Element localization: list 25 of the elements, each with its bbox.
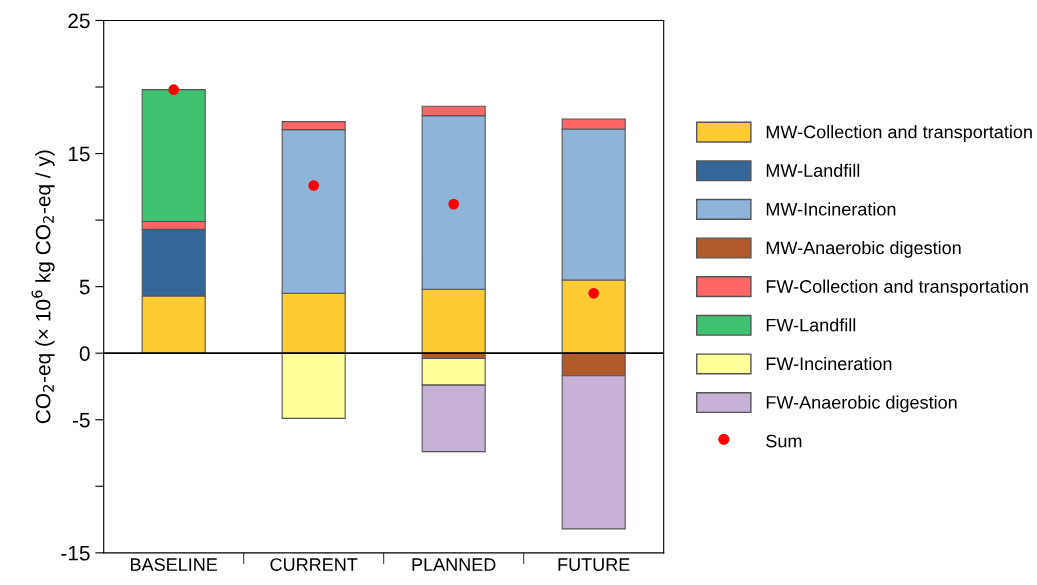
y-tick-label: 15 [68,146,90,162]
point [168,84,180,96]
bar [281,352,346,419]
y-tick-label: -5 [72,412,90,428]
y-tick-label: -15 [61,546,90,561]
legend-label: FW-Collection and transportation [766,279,1028,297]
point [588,287,600,299]
y-axis-title: CO$_{2}$-eq (× 10$^{6}$ kg CO$_{2}$-eq / y) [31,150,55,424]
legend-label: MW-Incineration [766,202,896,216]
y-tick-label: 5 [79,279,90,295]
x-tick-label: BASELINE [131,558,218,571]
point [448,198,460,210]
legend-label: MW-Landfill [766,163,860,177]
y-tick-label: 0 [79,346,90,361]
legend-label: MW-Collection and transportation [766,125,1032,142]
x-tick-label: FUTURE [558,558,630,571]
legend-label: FW-Landfill [766,318,856,332]
y-tick-label: 25 [68,13,90,29]
point [308,180,320,191]
legend-label: MW-Anaerobic digestion [766,240,961,258]
x-tick-label: PLANNED [412,558,496,571]
legend-label: Sum [766,434,802,448]
legend-label: FW-Incineration [766,356,892,371]
legend-label: FW-Anaerobic digestion [766,395,957,413]
x-tick-label: CURRENT [270,558,358,571]
